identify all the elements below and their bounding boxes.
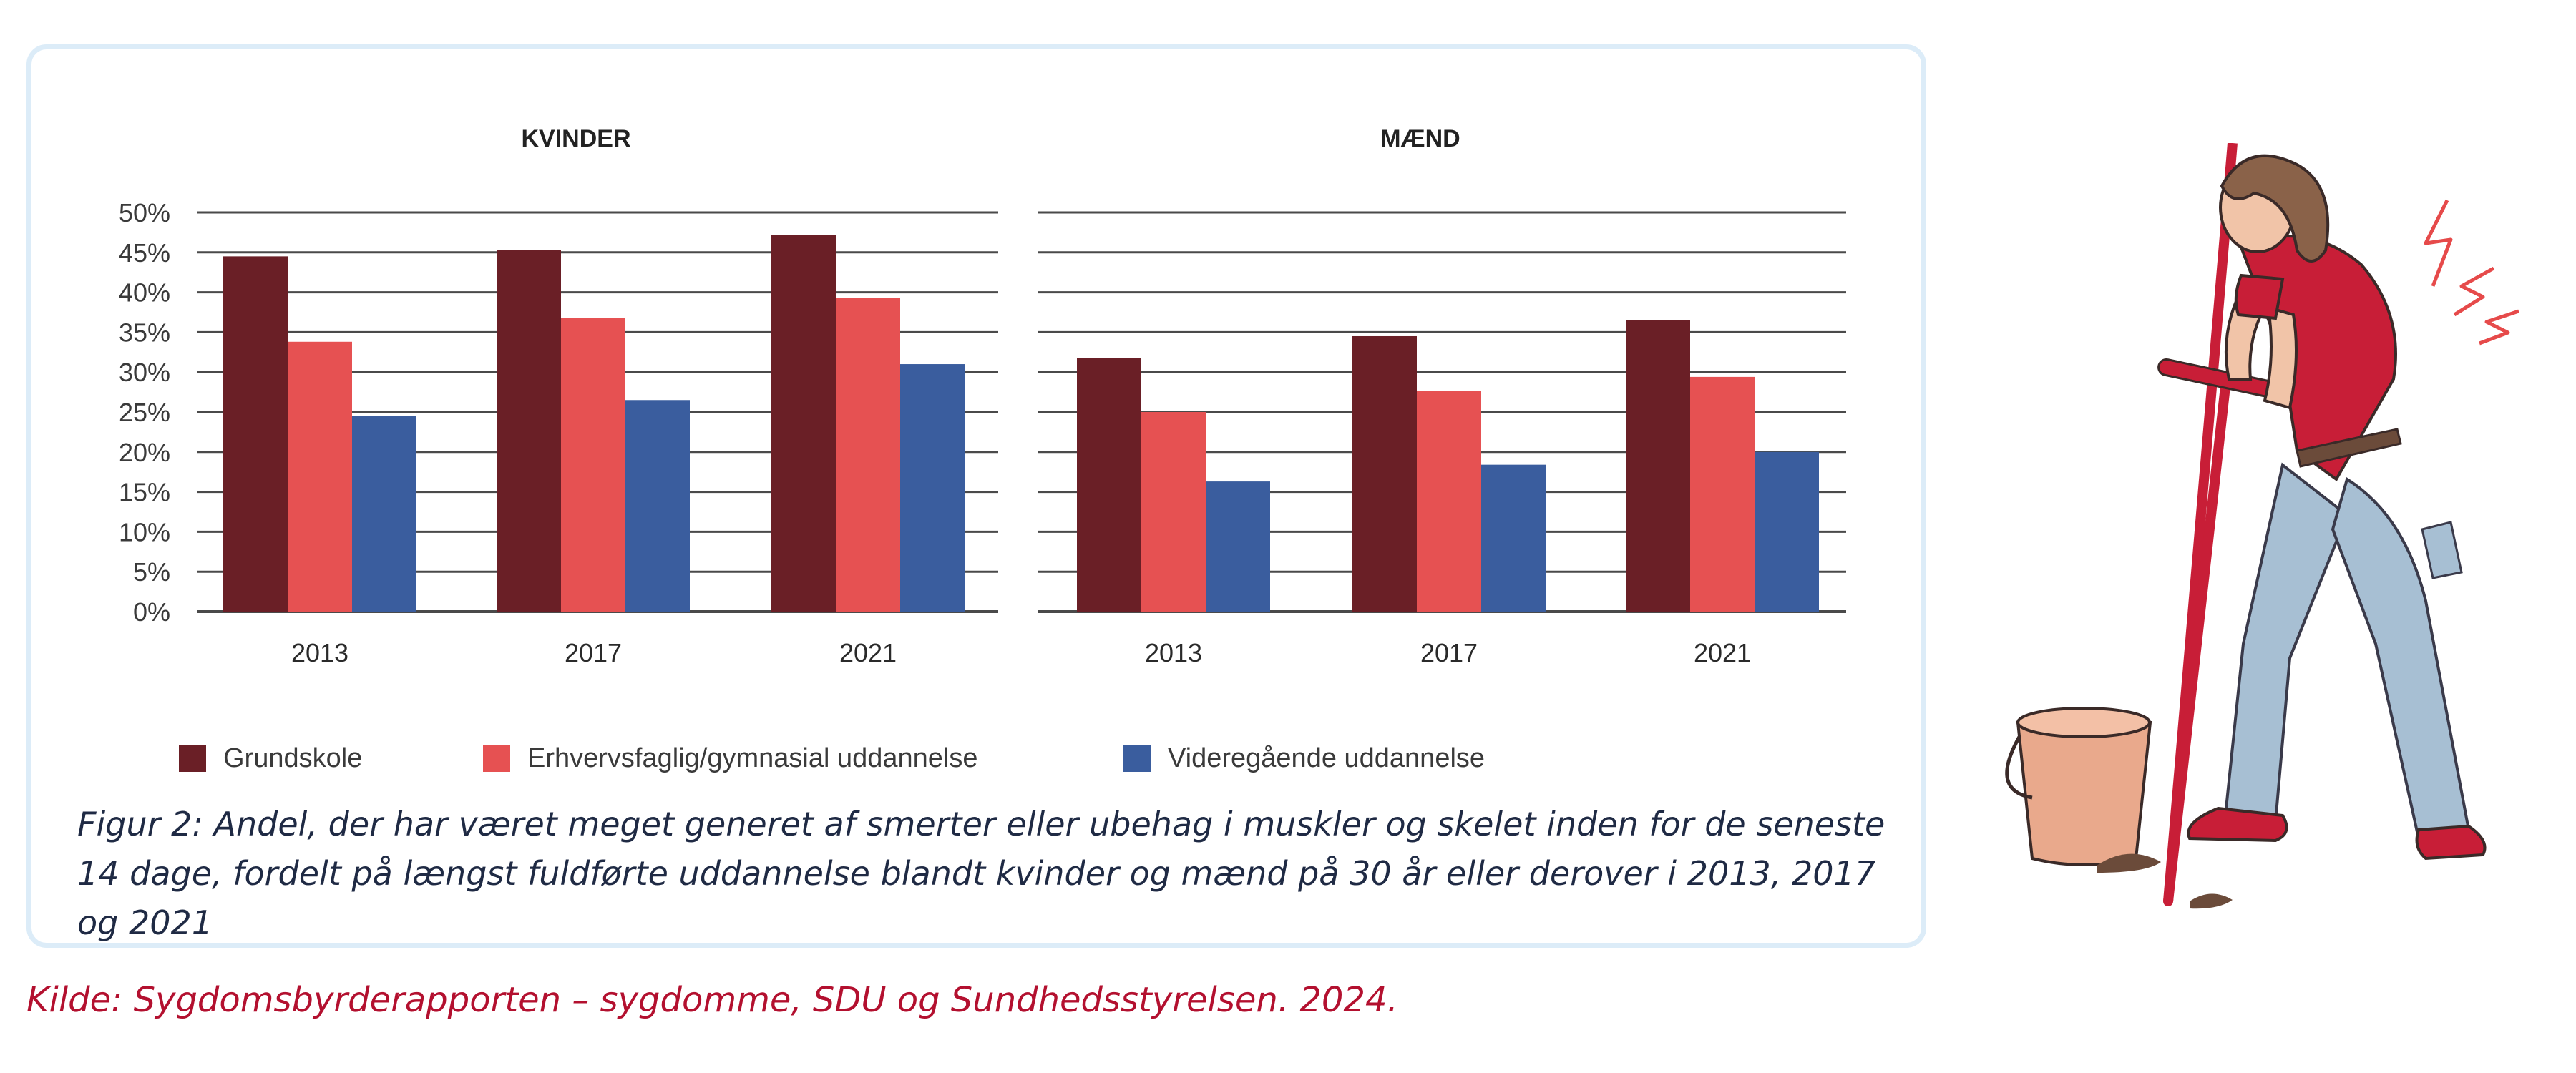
legend-label: Erhvervsfaglig/gymnasial uddannelse xyxy=(527,743,978,773)
legend-label: Videregående uddannelse xyxy=(1168,743,1485,773)
pain-lightning-icon xyxy=(2424,199,2519,346)
y-tick-label: 40% xyxy=(119,278,170,308)
x-tick-label: 2021 xyxy=(1694,638,1751,667)
bar xyxy=(771,235,836,612)
y-tick-label: 15% xyxy=(119,478,170,507)
bar xyxy=(288,341,352,612)
bar xyxy=(1755,451,1819,612)
y-tick-label: 35% xyxy=(119,318,170,347)
legend-swatch xyxy=(179,745,206,772)
chart-legend: Grundskole Erhvervsfaglig/gymnasial uddan… xyxy=(179,737,1896,780)
bar xyxy=(1417,391,1481,612)
bar xyxy=(1481,464,1546,612)
x-tick-label: 2021 xyxy=(839,638,897,667)
y-tick-label: 5% xyxy=(133,557,170,587)
legend-item: Grundskole xyxy=(179,737,362,780)
bar xyxy=(836,298,900,612)
x-tick-label: 2017 xyxy=(565,638,622,667)
bar xyxy=(223,256,288,612)
y-tick-label: 10% xyxy=(119,517,170,547)
legend-label: Grundskole xyxy=(223,743,363,773)
bucket-icon xyxy=(2005,707,2152,866)
y-tick-label: 50% xyxy=(119,198,170,227)
bar xyxy=(1352,335,1417,612)
panel-title: MÆND xyxy=(1380,125,1460,152)
y-tick-label: 0% xyxy=(133,597,170,627)
woman-digging-back-pain-icon xyxy=(2005,143,2519,909)
x-tick-label: 2013 xyxy=(291,638,348,667)
bar xyxy=(1206,481,1270,612)
x-tick-label: 2013 xyxy=(1145,638,1202,667)
figure-caption: Figur 2: Andel, der har været meget gene… xyxy=(77,805,1885,942)
bar xyxy=(1141,412,1206,612)
bar xyxy=(561,318,625,612)
bar xyxy=(625,400,690,612)
bar xyxy=(497,250,561,612)
bar xyxy=(1690,376,1755,612)
legend-item: Videregående uddannelse xyxy=(1123,737,1485,780)
y-tick-label: 30% xyxy=(119,358,170,387)
bar xyxy=(1077,358,1141,612)
source-citation: Kilde: Sygdomsbyrderapporten – sygdomme,… xyxy=(26,980,1398,1020)
legend-swatch xyxy=(1123,745,1151,772)
bar xyxy=(900,364,965,612)
x-tick-label: 2017 xyxy=(1420,638,1478,667)
legend-swatch xyxy=(483,745,510,772)
y-tick-label: 45% xyxy=(119,238,170,268)
bar xyxy=(352,416,416,612)
legend-item: Erhvervsfaglig/gymnasial uddannelse xyxy=(483,737,977,780)
y-tick-label: 20% xyxy=(119,438,170,467)
bar xyxy=(1626,320,1690,612)
y-tick-label: 25% xyxy=(119,398,170,427)
panel-title: KVINDER xyxy=(521,125,630,152)
